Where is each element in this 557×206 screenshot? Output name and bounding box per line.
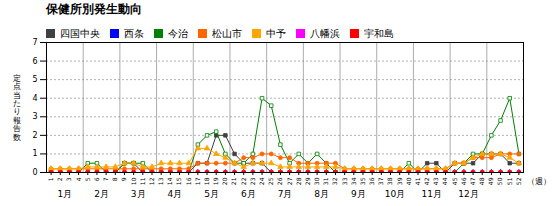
svg-text:26: 26 <box>276 177 283 185</box>
svg-text:20: 20 <box>221 177 228 185</box>
svg-text:13: 13 <box>157 177 164 185</box>
svg-text:47: 47 <box>469 177 476 185</box>
svg-text:16: 16 <box>185 177 192 185</box>
svg-text:4: 4 <box>32 94 37 103</box>
svg-text:（週）: （週） <box>527 177 551 186</box>
svg-text:17: 17 <box>194 177 201 185</box>
svg-text:25: 25 <box>267 177 274 185</box>
svg-text:46: 46 <box>460 177 467 185</box>
svg-text:36: 36 <box>368 177 375 185</box>
svg-text:44: 44 <box>441 177 448 185</box>
svg-text:7: 7 <box>102 177 109 181</box>
svg-text:37: 37 <box>377 177 384 185</box>
svg-text:0: 0 <box>32 168 37 177</box>
svg-text:21: 21 <box>230 177 237 185</box>
svg-text:9月: 9月 <box>351 189 366 199</box>
svg-text:7: 7 <box>32 38 37 47</box>
svg-text:42: 42 <box>423 177 430 185</box>
svg-text:10: 10 <box>130 177 137 185</box>
svg-text:8月: 8月 <box>314 189 329 199</box>
svg-text:1: 1 <box>47 177 54 181</box>
svg-text:31: 31 <box>322 177 329 185</box>
svg-text:4月: 4月 <box>168 189 183 199</box>
svg-text:3: 3 <box>32 112 37 121</box>
svg-text:41: 41 <box>414 177 421 185</box>
svg-text:2: 2 <box>56 177 63 181</box>
html-text:松山市: 松山市 <box>212 27 242 39</box>
html-text:八幡浜: 八幡浜 <box>310 27 340 39</box>
svg-text:8: 8 <box>111 177 118 181</box>
svg-text:32: 32 <box>331 177 338 185</box>
html-text:四国中央: 四国中央 <box>60 27 100 39</box>
svg-text:10月: 10月 <box>385 189 405 199</box>
svg-text:3: 3 <box>65 177 72 181</box>
svg-text:40: 40 <box>405 177 412 185</box>
svg-text:7月: 7月 <box>278 189 293 199</box>
html-text:今治: 今治 <box>168 27 188 39</box>
svg-text:28: 28 <box>295 177 302 185</box>
svg-text:38: 38 <box>386 177 393 185</box>
svg-text:11: 11 <box>139 177 146 185</box>
svg-text:45: 45 <box>451 177 458 185</box>
svg-text:2月: 2月 <box>94 189 109 199</box>
svg-text:19: 19 <box>212 177 219 185</box>
svg-text:1月: 1月 <box>57 189 72 199</box>
svg-text:1: 1 <box>32 149 37 158</box>
svg-text:11月: 11月 <box>422 189 442 199</box>
svg-text:6: 6 <box>32 57 37 66</box>
svg-text:29: 29 <box>304 177 311 185</box>
svg-text:4: 4 <box>75 177 82 181</box>
svg-text:12月: 12月 <box>458 189 478 199</box>
svg-text:2: 2 <box>32 131 37 140</box>
svg-text:5: 5 <box>84 177 91 181</box>
html-text:西条: 西条 <box>124 27 144 39</box>
svg-text:50: 50 <box>496 177 503 185</box>
svg-text:5月: 5月 <box>204 189 219 199</box>
svg-text:49: 49 <box>487 177 494 185</box>
svg-text:12: 12 <box>148 177 155 185</box>
svg-text:43: 43 <box>432 177 439 185</box>
svg-text:3月: 3月 <box>131 189 146 199</box>
html-text:宇和島: 宇和島 <box>364 27 394 39</box>
svg-text:9: 9 <box>120 177 127 181</box>
svg-text:14: 14 <box>166 177 173 185</box>
svg-text:6: 6 <box>93 177 100 181</box>
html-text:中予: 中予 <box>266 27 286 39</box>
svg-text:34: 34 <box>350 177 357 185</box>
svg-text:27: 27 <box>286 177 293 185</box>
svg-text:22: 22 <box>240 177 247 185</box>
svg-text:33: 33 <box>341 177 348 185</box>
svg-text:24: 24 <box>258 177 265 185</box>
svg-text:18: 18 <box>203 177 210 185</box>
svg-text:35: 35 <box>359 177 366 185</box>
svg-text:52: 52 <box>515 177 522 185</box>
svg-text:30: 30 <box>313 177 320 185</box>
svg-text:定点当たり報告数: 定点当たり報告数 <box>13 74 21 142</box>
svg-text:48: 48 <box>478 177 485 185</box>
svg-text:51: 51 <box>506 177 513 185</box>
svg-text:15: 15 <box>175 177 182 185</box>
svg-text:39: 39 <box>396 177 403 185</box>
svg-text:6月: 6月 <box>241 189 256 199</box>
svg-text:5: 5 <box>32 75 37 84</box>
svg-text:23: 23 <box>249 177 256 185</box>
html-text:保健所別発生動向: 保健所別発生動向 <box>46 2 142 16</box>
